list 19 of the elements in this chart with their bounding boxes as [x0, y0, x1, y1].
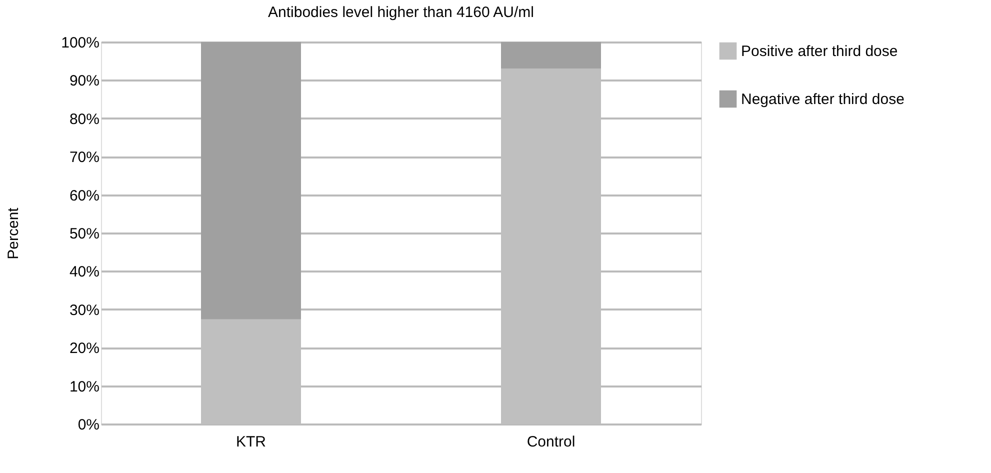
y-tick-label: 60%: [69, 187, 100, 204]
bar: [201, 42, 301, 320]
legend-label: Negative after third dose: [741, 91, 904, 108]
chart-title: Antibodies level higher than 4160 AU/ml: [268, 4, 534, 21]
y-tick-label: 70%: [69, 149, 100, 166]
y-tick-label: 90%: [69, 72, 100, 90]
legend-label: Positive after third dose: [741, 43, 898, 60]
y-tick-label: 40%: [69, 264, 100, 281]
bar: [501, 42, 601, 69]
y-tick-label: 80%: [69, 110, 100, 128]
x-tick-label: KTR: [236, 434, 266, 450]
x-tick-label: Control: [526, 434, 576, 450]
y-tick-label: 50%: [69, 226, 100, 242]
y-axis-title: Percent: [5, 206, 22, 260]
y-tick-label: 20%: [69, 340, 100, 358]
y-tick-label: 30%: [69, 302, 100, 319]
y-tick-label: 0%: [78, 416, 100, 434]
y-tick-label: 10%: [69, 378, 100, 396]
y-tick-label: 100%: [61, 34, 100, 52]
